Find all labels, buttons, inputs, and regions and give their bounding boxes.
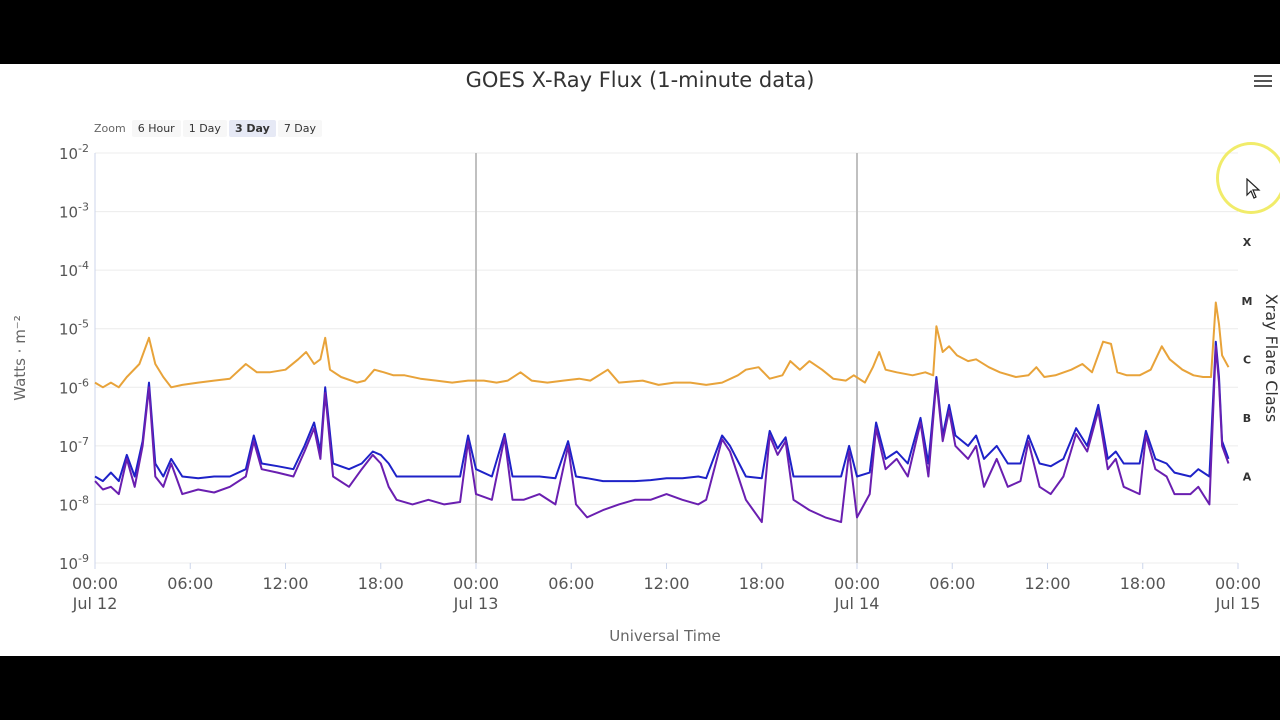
x-tick-label: 18:00 bbox=[739, 574, 785, 593]
cursor-highlight bbox=[1216, 142, 1280, 214]
y-tick-label: 10-8 bbox=[59, 493, 89, 514]
y-tick-label: 10-7 bbox=[59, 435, 89, 456]
x-tick-label: 00:00 bbox=[834, 574, 880, 593]
chart-menu-button[interactable] bbox=[1254, 72, 1272, 90]
right-axis-title: Xray Flare Class bbox=[1262, 294, 1280, 423]
x-tick-date-label: Jul 15 bbox=[1215, 594, 1261, 613]
x-axis-title: Universal Time bbox=[609, 627, 721, 645]
y-tick-label: 10-3 bbox=[59, 201, 89, 222]
flare-class-label: X bbox=[1243, 236, 1252, 249]
x-tick-label: 06:00 bbox=[929, 574, 975, 593]
x-tick-label: 06:00 bbox=[548, 574, 594, 593]
series-line-0 bbox=[94, 301, 1230, 389]
x-tick-label: 12:00 bbox=[1024, 574, 1070, 593]
mouse-cursor-icon bbox=[1246, 178, 1261, 199]
zoom-label: Zoom bbox=[94, 122, 126, 135]
x-tick-date-label: Jul 14 bbox=[834, 594, 880, 613]
flare-class-label: M bbox=[1242, 295, 1253, 308]
zoom-7-day-button[interactable]: 7 Day bbox=[277, 120, 323, 137]
plot-area bbox=[95, 153, 1238, 563]
y-tick-label: 10-4 bbox=[59, 259, 89, 280]
series-line-1 bbox=[94, 340, 1230, 483]
y-axis-title: Watts · m⁻² bbox=[11, 315, 29, 401]
flare-class-label: C bbox=[1243, 353, 1251, 366]
y-tick-label: 10-6 bbox=[59, 376, 89, 397]
zoom-1-day-button[interactable]: 1 Day bbox=[182, 120, 227, 137]
x-tick-label: 18:00 bbox=[358, 574, 404, 593]
x-tick-label: 06:00 bbox=[167, 574, 213, 593]
flare-class-label: B bbox=[1243, 412, 1251, 425]
y-tick-label: 10-2 bbox=[59, 142, 89, 163]
x-tick-date-label: Jul 13 bbox=[453, 594, 499, 613]
x-tick-label: 00:00 bbox=[72, 574, 118, 593]
series-line-2 bbox=[94, 345, 1230, 524]
zoom-bar: Zoom 6 Hour 1 Day 3 Day 7 Day bbox=[94, 120, 323, 137]
y-tick-label: 10-5 bbox=[59, 318, 89, 339]
x-tick-date-label: Jul 12 bbox=[72, 594, 118, 613]
zoom-3-day-button[interactable]: 3 Day bbox=[228, 120, 276, 137]
x-tick-label: 00:00 bbox=[1215, 574, 1261, 593]
x-tick-label: 18:00 bbox=[1120, 574, 1166, 593]
x-tick-label: 00:00 bbox=[453, 574, 499, 593]
x-tick-label: 12:00 bbox=[643, 574, 689, 593]
chart-title: GOES X-Ray Flux (1-minute data) bbox=[465, 68, 815, 92]
flare-class-label: A bbox=[1243, 470, 1252, 483]
menu-icon bbox=[1254, 75, 1272, 77]
zoom-6-hour-button[interactable]: 6 Hour bbox=[131, 120, 181, 137]
y-tick-label: 10-9 bbox=[59, 552, 89, 573]
x-tick-label: 12:00 bbox=[262, 574, 308, 593]
